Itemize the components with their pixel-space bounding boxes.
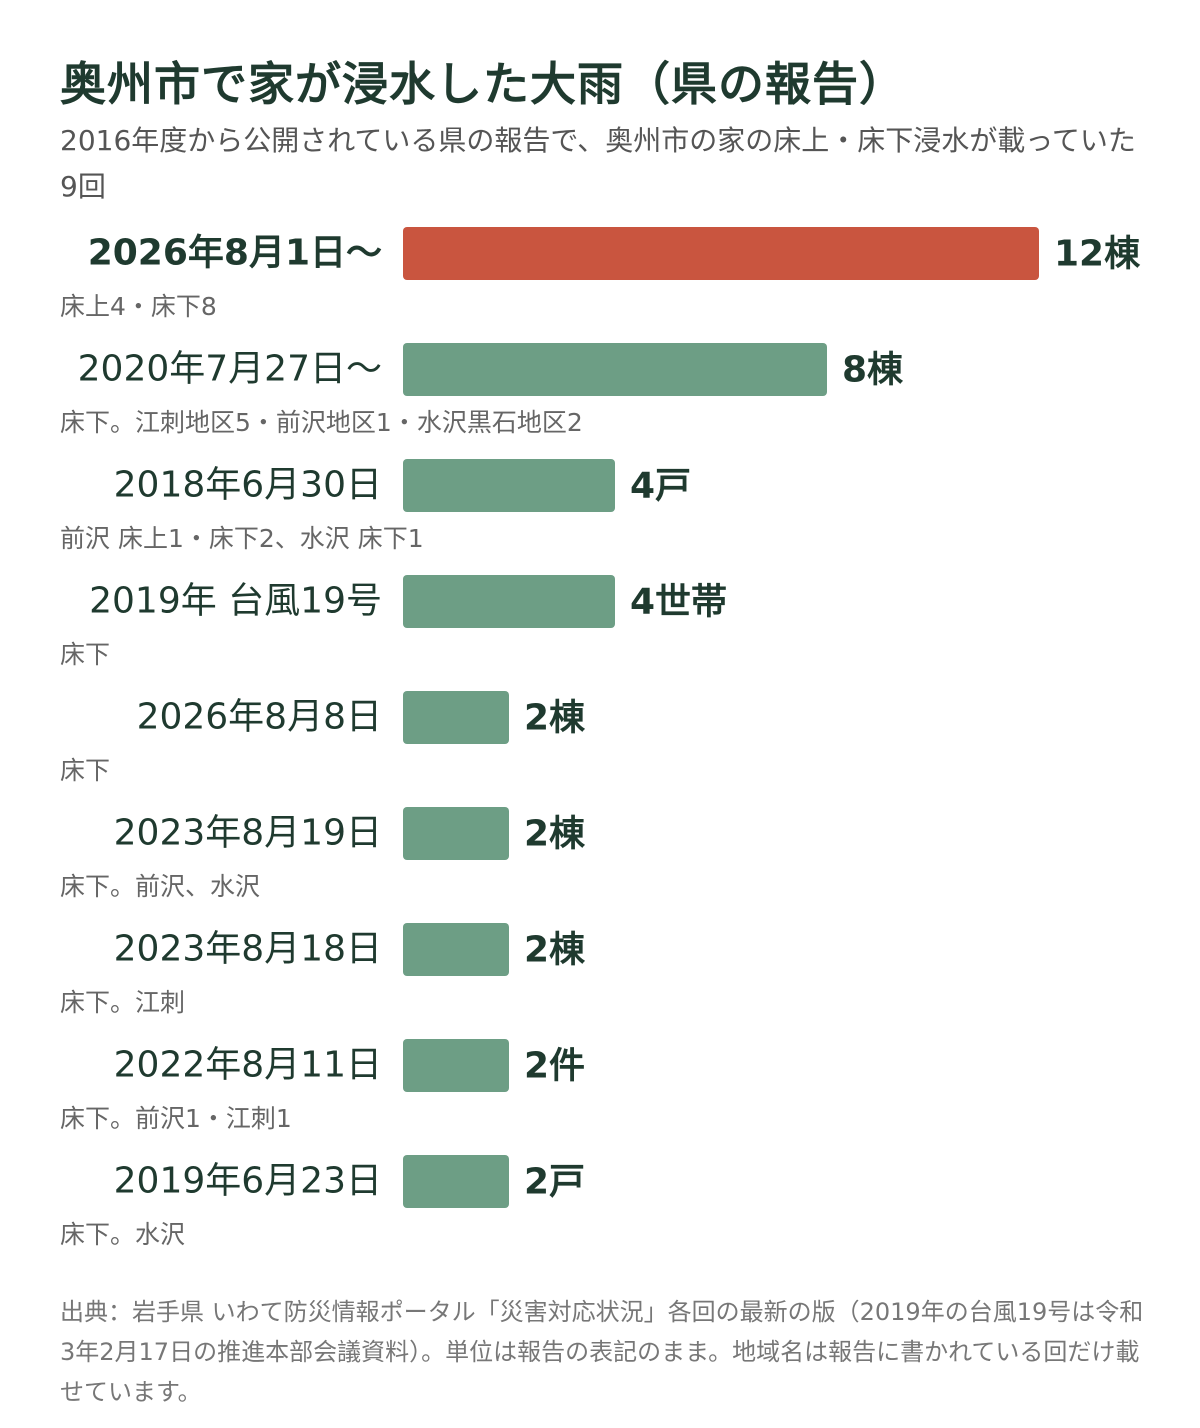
row-note: 床下。江刺 [60,988,185,1017]
value-label: 4世帯 [630,582,727,623]
category-label: 2020年7月27日〜 [78,349,382,390]
row-note: 床下 [60,640,110,669]
bar [403,1155,509,1208]
category-label: 2019年 台風19号 [89,581,382,622]
bar [403,923,509,976]
value-label: 2棟 [524,814,586,855]
category-label: 2019年6月23日 [114,1161,382,1202]
bar [403,343,827,396]
bar [403,1039,509,1092]
row-note: 床上4・床下8 [60,292,217,321]
value-label: 12棟 [1054,234,1141,275]
bar [403,227,1039,280]
value-label: 4戸 [630,466,691,507]
value-label: 2戸 [524,1162,585,1203]
value-label: 2棟 [524,698,586,739]
source-note: 出典：岩手県 いわて防災情報ポータル「災害対応状況」各回の最新の版（2019年の… [60,1298,1144,1406]
bar [403,575,615,628]
bar [403,807,509,860]
chart-subtitle: 2016年度から公開されている県の報告で、奥州市の家の床上・床下浸水が載っていた… [60,124,1136,203]
row-note: 床下。水沢 [60,1220,185,1249]
value-label: 2件 [524,1046,585,1087]
row-note: 床下。江刺地区5・前沢地区1・水沢黒石地区2 [60,408,583,437]
bar [403,691,509,744]
category-label: 2018年6月30日 [114,465,382,506]
chart-title: 奥州市で家が浸水した大雨（県の報告） [60,57,906,111]
category-label: 2026年8月1日〜 [88,233,382,274]
bar [403,459,615,512]
row-note: 床下。前沢1・江刺1 [60,1104,292,1133]
category-label: 2026年8月8日 [137,697,382,738]
row-note: 床下。前沢、水沢 [60,872,260,901]
category-label: 2023年8月19日 [114,813,382,854]
value-label: 8棟 [842,350,904,391]
row-note: 床下 [60,756,110,785]
value-label: 2棟 [524,930,586,971]
category-label: 2022年8月11日 [114,1045,382,1086]
category-label: 2023年8月18日 [114,929,382,970]
row-note: 前沢 床上1・床下2、水沢 床下1 [60,524,424,553]
